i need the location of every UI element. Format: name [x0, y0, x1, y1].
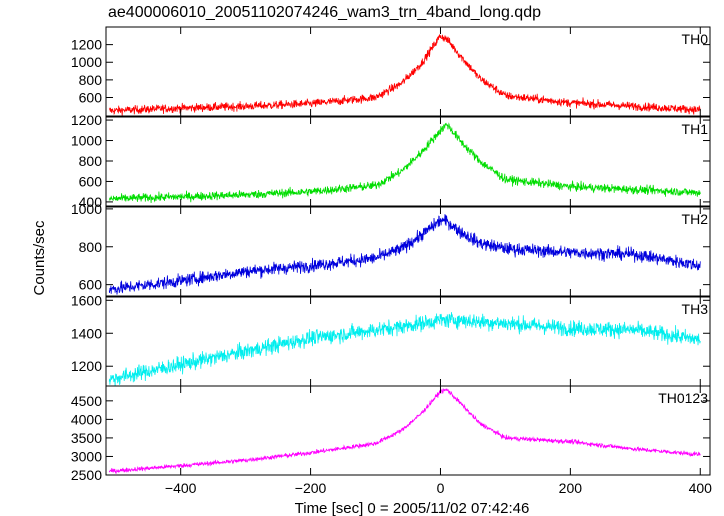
series-line-th0123 [108, 388, 701, 474]
y-tick-label: 1600 [71, 292, 102, 308]
x-axis: −400 −200 0 200 400 [165, 480, 712, 496]
y-tick-label: 600 [79, 277, 103, 293]
y-tick-label: 4500 [71, 393, 102, 409]
panel-label: TH2 [682, 211, 709, 227]
y-tick-label: 4000 [71, 411, 102, 427]
panel-th1: 400 600 800 1000 1200 TH1 [71, 112, 711, 210]
y-tick-label: 1000 [71, 133, 102, 149]
series-line-th3 [108, 312, 701, 386]
series-line-th1 [108, 122, 701, 204]
y-tick-label: 1200 [71, 112, 102, 128]
y-tick-label: 800 [79, 153, 103, 169]
series-line-th0 [108, 34, 701, 116]
y-tick-label: 3500 [71, 430, 102, 446]
x-tick-label: 200 [559, 480, 583, 496]
x-tick-label: −200 [295, 480, 327, 496]
panel-frame [105, 206, 711, 297]
chart-title: ae400006010_20051102074246_wam3_trn_4ban… [108, 4, 541, 21]
panel-label: TH3 [682, 301, 709, 317]
y-tick-label: 2500 [71, 467, 102, 483]
panel-frame [105, 26, 711, 117]
y-tick-label: 1000 [71, 54, 102, 70]
x-tick-label: 0 [437, 480, 445, 496]
panel-label: TH0 [682, 31, 709, 47]
series-line-th2 [108, 214, 701, 295]
x-tick-label: −400 [165, 480, 197, 496]
y-tick-label: 3000 [71, 448, 102, 464]
y-tick-label: 600 [79, 89, 103, 105]
x-axis-label: Time [sec] 0 = 2005/11/02 07:42:46 [295, 500, 530, 516]
panel-label: TH0123 [658, 390, 708, 406]
panel-frame [105, 296, 711, 387]
y-tick-label: 1000 [71, 201, 102, 217]
y-tick-label: 1200 [71, 37, 102, 53]
panel-frame [105, 116, 711, 207]
y-tick-label: 600 [79, 173, 103, 189]
panel-label: TH1 [682, 121, 709, 137]
y-tick-label: 800 [79, 72, 103, 88]
y-tick-label: 400 [79, 194, 103, 210]
y-axis-label: Counts/sec [31, 220, 48, 296]
y-tick-label: 1400 [71, 325, 102, 341]
y-tick-label: 800 [79, 239, 103, 255]
panel-frame [105, 385, 711, 476]
panel-th0123: 2500 3000 3500 4000 4500 TH0123 [71, 385, 711, 483]
y-tick-label: 1200 [71, 358, 102, 374]
x-tick-label: 400 [689, 480, 713, 496]
panel-th2: 600 800 1000 TH2 [71, 201, 711, 297]
panel-th3: 1200 1400 1600 TH3 [71, 292, 711, 387]
